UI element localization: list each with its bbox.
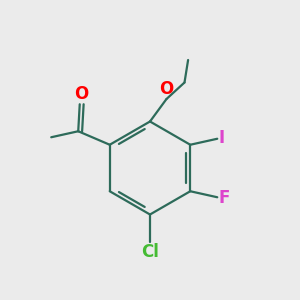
Text: I: I — [218, 129, 224, 147]
Text: F: F — [218, 189, 230, 207]
Text: Cl: Cl — [141, 243, 159, 261]
Text: O: O — [159, 80, 174, 98]
Text: O: O — [74, 85, 89, 103]
